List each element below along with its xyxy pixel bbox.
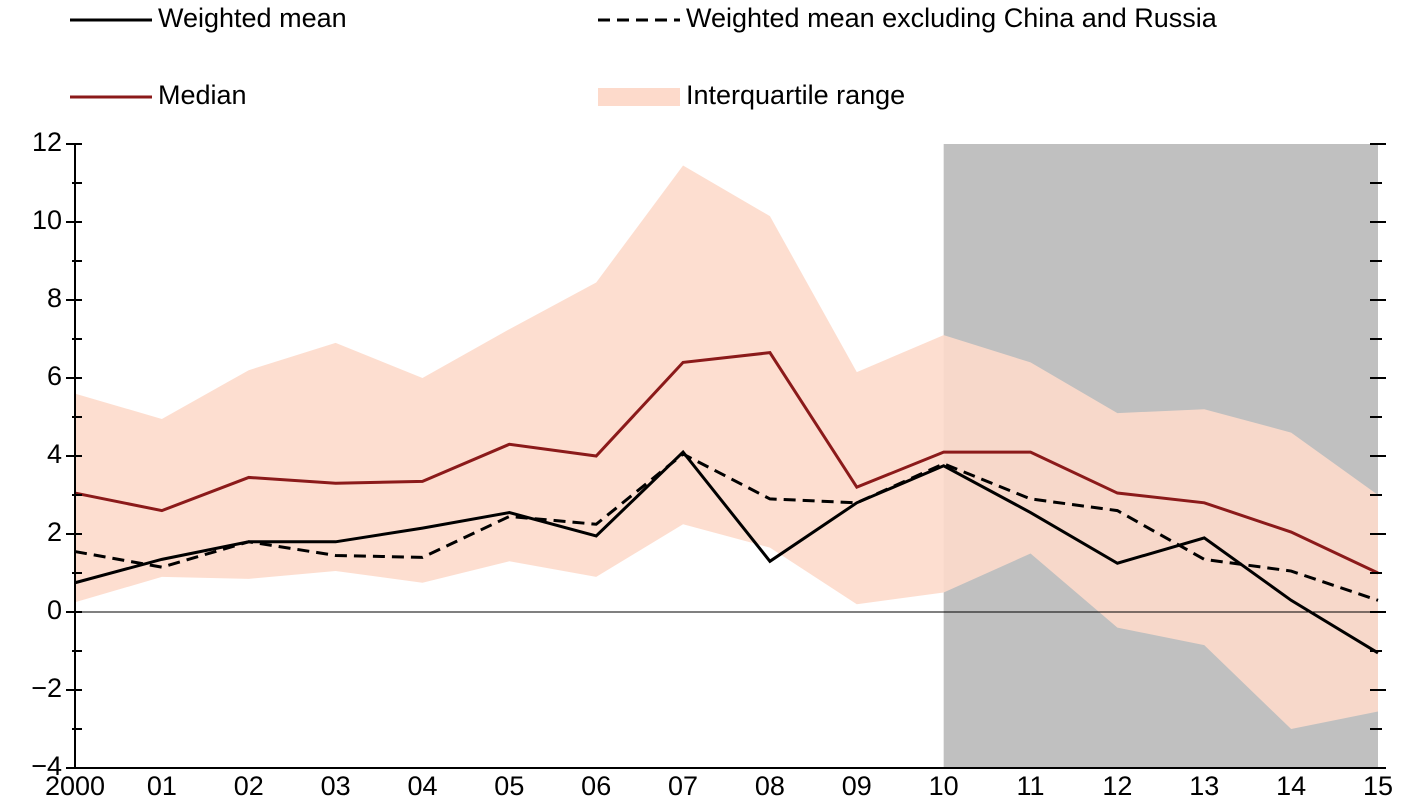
series-line [74,452,1379,602]
y-tick-label: 12 [32,127,62,157]
legend-label: Weighted mean excluding China and Russia [686,3,1218,33]
x-tick-label: 09 [842,771,872,801]
x-tick-label: 10 [929,771,959,801]
legend-label: Median [158,80,247,110]
x-tick-label: 07 [668,771,698,801]
x-tick-label: 11 [1017,771,1045,801]
y-tick-label: 2 [47,517,62,547]
x-tick-label: 13 [1189,771,1219,801]
x-tick-label: 02 [234,771,264,801]
x-tick-label: 01 [147,771,177,801]
iqr-area [75,165,1378,729]
x-tick-label: 04 [407,771,437,801]
y-tick-label: −4 [31,751,62,781]
legend: Weighted mean Weighted mean excluding Chi… [70,3,1218,110]
x-tick-label: 08 [755,771,785,801]
legend-label: Weighted mean [158,3,347,33]
legend-label: Interquartile range [686,80,905,110]
x-tick-label: 05 [494,771,524,801]
series-line [74,351,1379,575]
series-line [74,449,1379,655]
y-tick-label: 0 [47,595,62,625]
x-tick-label: 06 [581,771,611,801]
x-tick-label: 15 [1363,771,1393,801]
x-tick-label: 12 [1102,771,1132,801]
x-tick-label: 14 [1276,771,1306,801]
x-tick-label: 2000 [45,771,105,801]
x-tick-label: 03 [321,771,351,801]
legend-swatch [598,88,680,106]
y-tick-label: 8 [47,283,62,313]
y-tick-label: 6 [47,361,62,391]
y-tick-label: 10 [32,205,62,235]
y-tick-label: 4 [47,439,62,469]
y-tick-label: −2 [31,673,62,703]
